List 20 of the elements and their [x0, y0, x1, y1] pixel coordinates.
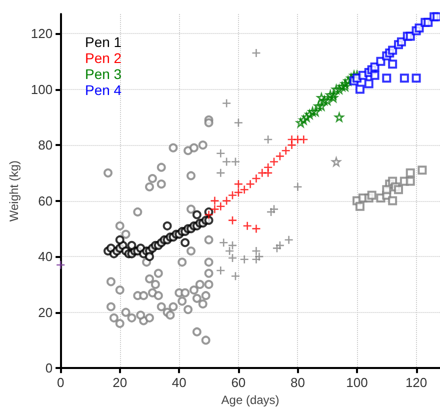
text: Pen 3 — [85, 66, 122, 82]
x-tick-label: 120 — [405, 375, 428, 390]
y-tick-label: 60 — [38, 193, 53, 208]
x-tick-label: 0 — [56, 375, 64, 390]
text: Pen 4 — [85, 82, 122, 98]
y-axis-title: Weight (kg) — [7, 160, 21, 222]
x-tick-label: 40 — [172, 375, 186, 390]
x-tick-label: 100 — [346, 375, 368, 390]
y-tick-label: 20 — [38, 304, 53, 320]
y-tick-label: 80 — [38, 138, 53, 153]
x-tick-label: 20 — [112, 375, 128, 390]
x-tick-label: 80 — [290, 375, 305, 390]
y-tick-label: 100 — [30, 82, 53, 97]
y-tick-label: 0 — [45, 360, 53, 376]
y-tick-label: 40 — [38, 249, 53, 264]
x-axis-title: Age (days) — [221, 393, 280, 407]
y-tick-label: 120 — [30, 26, 53, 42]
text: Pen 2 — [85, 50, 122, 66]
x-tick-label: 60 — [231, 375, 246, 390]
text: Pen 1 — [85, 34, 122, 50]
